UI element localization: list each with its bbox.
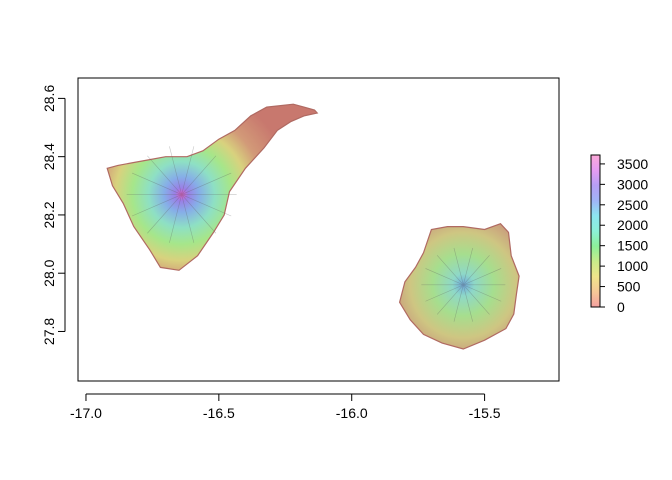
x-tick-label: -16.5 [203,405,235,421]
ridge-line [147,194,182,234]
y-tick-label: 28.2 [41,201,57,228]
ridge-line [131,194,182,217]
y-tick-label: 28.0 [41,259,57,286]
legend-label: 3000 [617,176,648,192]
ridge-line [181,172,232,195]
legend-label: 2500 [617,197,648,213]
y-tick-label: 27.8 [41,318,57,345]
ridge-line [169,146,182,195]
ridge-line [181,194,217,234]
ridge-line [463,284,473,322]
ridge-line [181,194,195,243]
ridge-line [169,194,182,243]
y-tick-label: 28.6 [41,85,57,112]
legend-label: 1500 [617,238,648,254]
x-tick-label: -16.0 [336,405,368,421]
islands-layer [106,103,520,350]
y-axis: 27.8 28.0 28.2 28.4 28.6 [41,85,66,345]
ridge-line [463,255,490,286]
plot-frame [77,77,560,382]
colorbar-legend: 3500 3000 2500 2000 1500 1000 500 0 [590,154,648,315]
legend-label: 0 [617,299,625,315]
ridge-line [436,284,464,315]
y-tick-label: 28.4 [41,143,57,170]
x-tick-label: -15.5 [469,405,501,421]
ridge-line [463,284,490,315]
island-gran-canaria [398,222,520,350]
ridge-line [181,146,195,195]
ridge-line [147,155,182,195]
ridge-line [453,247,464,285]
ridge-line [131,172,182,195]
ridge-line [181,194,232,217]
legend-label: 500 [617,279,641,295]
legend-label: 1000 [617,258,648,274]
ridge-line [463,268,502,286]
legend-label: 3500 [617,156,648,172]
ridge-line [463,284,502,302]
legend-label: 2000 [617,217,648,233]
terrain-shading-gran-canaria [421,247,506,322]
colorbar [590,154,601,308]
x-tick-label: -17.0 [70,405,102,421]
ridge-line [425,284,464,302]
x-axis: -17.0 -16.5 -16.0 -15.5 [70,393,501,421]
ridge-line [453,284,464,322]
ridge-line [436,255,464,286]
terrain-shading-tenerife [126,146,237,243]
ridge-line [425,268,464,286]
ridge-line [463,247,473,285]
ridge-line [181,155,217,195]
island-tenerife [106,103,319,271]
